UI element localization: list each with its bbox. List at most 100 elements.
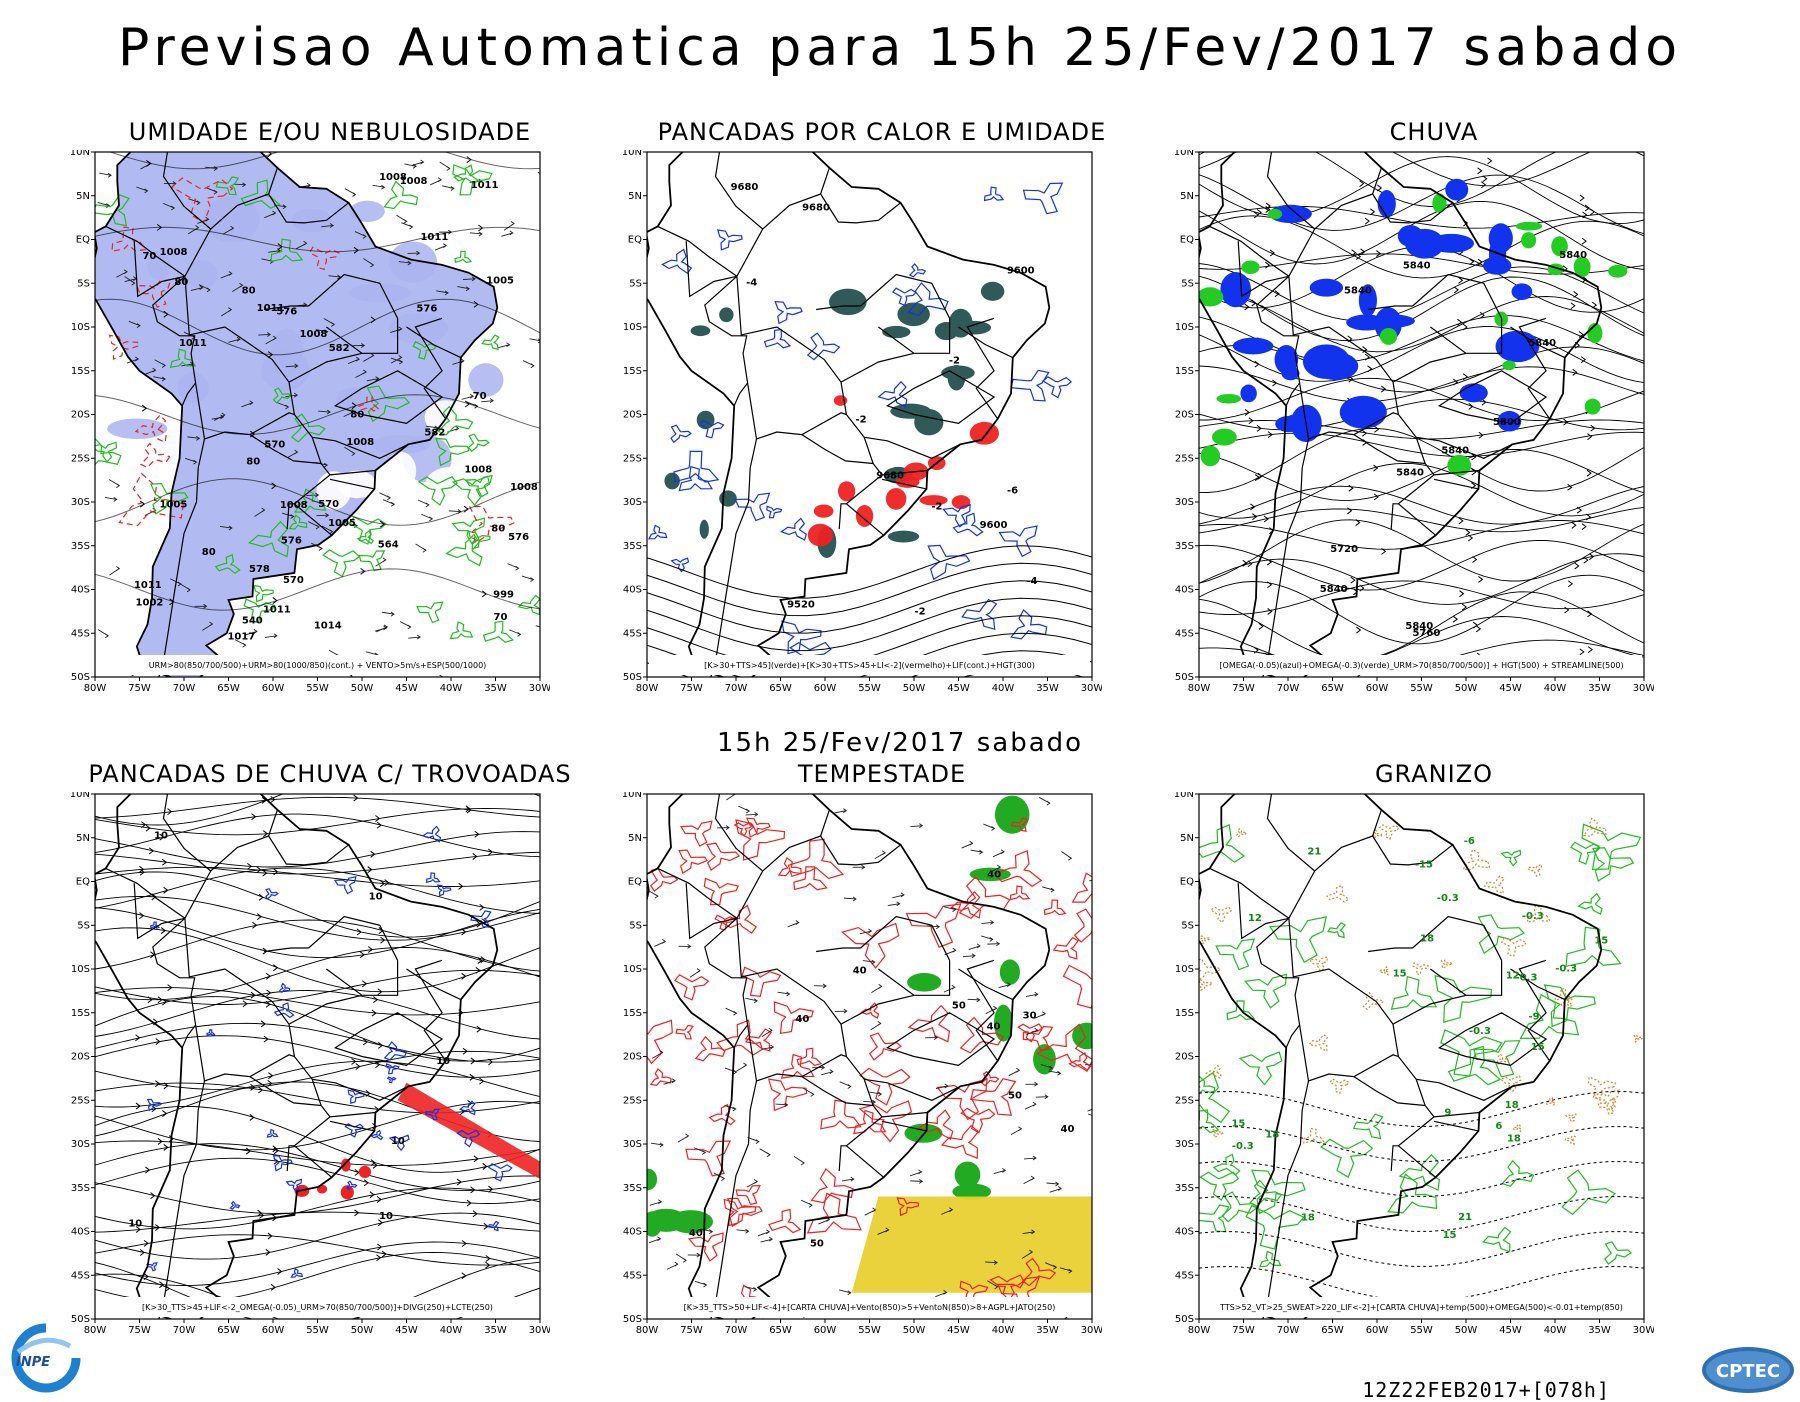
lon-tick-label: 40W <box>1544 683 1567 694</box>
lat-tick-label: 15S <box>623 1008 642 1019</box>
lon-tick-label: 40W <box>1544 1325 1567 1336</box>
lon-tick-label: 80W <box>1188 1325 1211 1336</box>
hail-contour-label: -9 <box>1528 1012 1539 1023</box>
convective-contour-label: -2 <box>949 355 960 366</box>
lat-tick-label: 5S <box>77 278 90 289</box>
thunderstorms-map-svg: 101010101010[K>30_TTS>45+LIF<-2_OMEGA(-0… <box>50 792 550 1352</box>
lon-tick-label: 60W <box>1366 1325 1389 1336</box>
rain-contour-label: 5800 <box>1493 417 1521 428</box>
hail-contour-label: -15 <box>1415 859 1433 870</box>
humidity-contour-label: 70 <box>473 391 487 402</box>
lon-tick-label: 65W <box>1321 683 1344 694</box>
lat-tick-label: 10N <box>70 792 90 800</box>
rain-contour-label: 5840 <box>1528 338 1556 349</box>
lat-tick-label: 20S <box>623 410 642 421</box>
thunderstorms-contour-label: 10 <box>379 1211 393 1222</box>
hail-contour-label: -0.3 <box>1437 893 1459 904</box>
humidity-contour-label: 1011 <box>471 180 499 191</box>
lon-tick-label: 35W <box>1588 683 1611 694</box>
lon-tick-label: 75W <box>1232 683 1255 694</box>
storm-legend: [K>35_TTS>50+LIF<-4]+[CARTA CHUVA]+Vento… <box>684 1303 1056 1312</box>
lon-tick-label: 65W <box>769 683 792 694</box>
lon-tick-label: 30W <box>1081 1325 1102 1336</box>
lat-tick-label: 35S <box>71 1183 90 1194</box>
lon-tick-label: 55W <box>858 1325 881 1336</box>
lat-tick-label: 10N <box>1174 792 1194 800</box>
lon-tick-label: 30W <box>529 1325 550 1336</box>
convective-contour-label: -4 <box>1026 576 1037 587</box>
legend-box: TTS>52_VT>25_SWEAT>220_LIF<-2]+[CARTA CH… <box>1201 1297 1642 1317</box>
lon-tick-label: 60W <box>262 1325 285 1336</box>
lat-tick-label: 10S <box>623 964 642 975</box>
lon-tick-label: 75W <box>128 1325 151 1336</box>
lon-tick-label: 70W <box>1277 683 1300 694</box>
humidity-contour-label: 1008 <box>510 482 538 493</box>
storm-contour-label: 50 <box>952 1000 966 1011</box>
lat-tick-label: 20S <box>71 1052 90 1063</box>
thunderstorms-contour-label: 10 <box>391 1136 405 1147</box>
humidity-contour-label: 570 <box>283 575 304 586</box>
thunderstorms-contour-label: 10 <box>369 892 383 903</box>
lon-tick-label: 30W <box>1081 683 1102 694</box>
lat-tick-label: 10S <box>1175 964 1194 975</box>
storm-contour-label: 40 <box>795 1014 809 1025</box>
lat-tick-label: 15S <box>1175 1008 1194 1019</box>
humidity-contour-label: 70 <box>494 612 508 623</box>
lon-tick-label: 45W <box>395 1325 418 1336</box>
humidity-contour-label: 80 <box>202 547 216 558</box>
rain-contour-label: 5840 <box>1403 261 1431 272</box>
lon-tick-label: 50W <box>351 1325 374 1336</box>
lat-tick-label: 5S <box>629 920 642 931</box>
lon-tick-label: 80W <box>84 683 107 694</box>
convective-contour-label: -6 <box>1007 485 1018 496</box>
humidity-contour-label: 1002 <box>136 597 164 608</box>
humidity-contour-label: 1008 <box>160 247 188 258</box>
lat-tick-label: 50S <box>623 1314 642 1325</box>
humidity-contour-label: 578 <box>249 564 270 575</box>
lat-tick-label: 25S <box>71 453 90 464</box>
lon-tick-label: 50W <box>351 683 374 694</box>
convective-legend: [K>30+TTS>45](verde)+[K>30+TTS>45+LI<-2]… <box>704 661 1035 670</box>
lat-tick-label: 20S <box>1175 410 1194 421</box>
humidity-panel: UMIDADE E/OU NEBULOSIDADE 1008 1008 1011 10… <box>50 118 610 678</box>
lon-tick-label: 60W <box>1366 683 1389 694</box>
lat-tick-label: 5S <box>1181 278 1194 289</box>
lat-tick-label: 40S <box>1175 585 1194 596</box>
lat-tick-label: 40S <box>71 585 90 596</box>
lon-tick-label: 80W <box>1188 683 1211 694</box>
lon-tick-label: 35W <box>1036 683 1059 694</box>
storm-map-svg: 40405050404050404030[K>35_TTS>50+LIF<-4]… <box>602 792 1102 1352</box>
storm-contour-label: 40 <box>1061 1124 1075 1135</box>
humidity-contour-label: 1011 <box>179 338 207 349</box>
lon-tick-label: 55W <box>306 1325 329 1336</box>
lat-tick-label: 5N <box>1180 191 1194 202</box>
humidity-contour-label: 1005 <box>159 500 187 511</box>
hail-contour-label: -0.3 <box>1522 911 1544 922</box>
hail-contour-label: -0.3 <box>1516 972 1538 983</box>
cptec-logo-text: CPTEC <box>1716 1361 1780 1382</box>
lat-tick-label: 35S <box>623 541 642 552</box>
hail-contour-label: 18 <box>1507 1134 1521 1145</box>
hail-contour-label: 21 <box>1307 847 1321 858</box>
lat-tick-label: 20S <box>71 410 90 421</box>
hail-contour-label: 6 <box>1495 1121 1502 1132</box>
humidity-contour-label: 582 <box>424 428 445 439</box>
lat-tick-label: 5N <box>1180 833 1194 844</box>
lat-tick-label: 35S <box>1175 541 1194 552</box>
storm-contour-label: 40 <box>689 1228 703 1239</box>
lon-tick-label: 40W <box>440 683 463 694</box>
humidity-contour-label: 1014 <box>314 621 342 632</box>
inpe-logo-icon: INPE <box>4 1322 88 1394</box>
lat-tick-label: EQ <box>628 235 642 246</box>
humidity-contour-label: 1008 <box>300 329 328 340</box>
lat-tick-label: 5N <box>76 191 90 202</box>
rain-contour-label: 5720 <box>1330 544 1358 555</box>
humidity-panel-title: UMIDADE E/OU NEBULOSIDADE <box>50 118 610 146</box>
lat-tick-label: 20S <box>623 1052 642 1063</box>
lat-tick-label: 50S <box>71 672 90 683</box>
lon-tick-label: 40W <box>992 683 1015 694</box>
lat-tick-label: 10N <box>622 792 642 800</box>
lat-tick-label: 5S <box>1181 920 1194 931</box>
